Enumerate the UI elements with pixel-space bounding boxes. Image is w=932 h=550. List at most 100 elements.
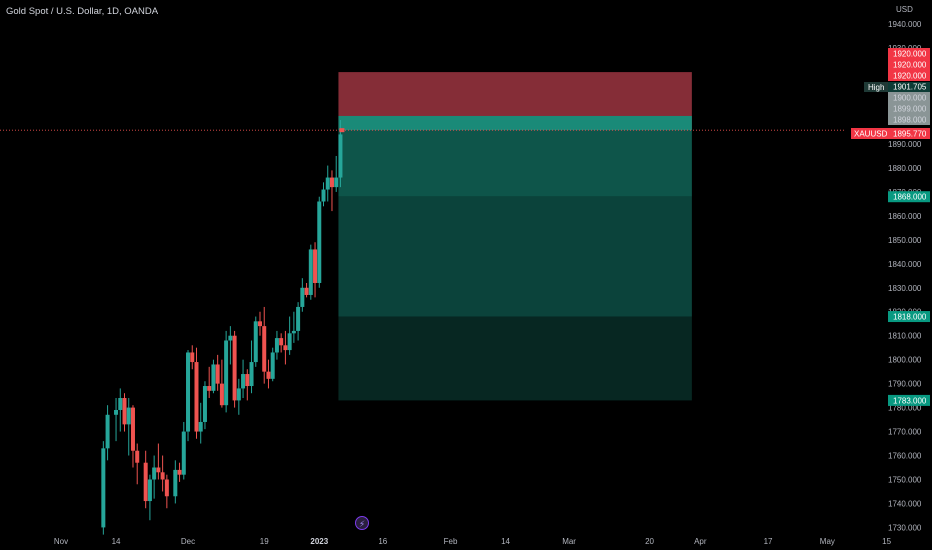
y-tick-label-1830: 1830.000 — [888, 284, 922, 293]
candle-body-16 — [181, 431, 186, 475]
high-value-label-bg — [888, 82, 930, 92]
x-tick-label-13: 15 — [882, 537, 891, 546]
grey-level-label-2: 1898.000 — [893, 116, 927, 125]
currency-label: USD — [896, 5, 913, 14]
candle-body-0 — [101, 448, 106, 528]
chart-title: Gold Spot / U.S. Dollar, 1D, OANDA — [6, 6, 159, 17]
target-label-0-bg — [888, 191, 930, 203]
y-tick-label-1730: 1730.000 — [888, 523, 922, 532]
target-label-2-bg — [888, 394, 930, 406]
candle-body-23 — [211, 364, 216, 391]
y-tick-label-1760: 1760.000 — [888, 452, 922, 461]
target-zone-1 — [338, 130, 692, 197]
candle-body-24 — [215, 364, 220, 384]
x-tick-label-3: 19 — [260, 537, 269, 546]
x-tick-label-9: 20 — [645, 537, 654, 546]
candle-body-32 — [249, 362, 254, 387]
stop-level-label-2-bg — [888, 70, 930, 81]
candle-body-34 — [257, 321, 262, 327]
candle-body-47 — [313, 249, 318, 283]
target-zone-2 — [338, 196, 692, 317]
candle-body-30 — [241, 374, 246, 389]
candle-body-27 — [228, 335, 233, 341]
candle-body-42 — [291, 330, 296, 334]
x-tick-label-12: May — [820, 537, 835, 546]
candle-body-49 — [321, 189, 326, 202]
y-tick-label-1810: 1810.000 — [888, 332, 922, 341]
y-tick-label-1750: 1750.000 — [888, 475, 922, 484]
target-label-1-bg — [888, 311, 930, 323]
candle-body-3 — [118, 398, 123, 410]
candle-body-4 — [122, 398, 127, 425]
candle-body-53 — [338, 134, 343, 178]
candle-body-37 — [270, 352, 275, 379]
y-tick-label-1780: 1780.000 — [888, 404, 922, 413]
target-zone-3 — [338, 316, 692, 401]
y-tick-label-1770: 1770.000 — [888, 428, 922, 437]
current-symbol-bg — [851, 128, 888, 139]
candle-body-21 — [202, 386, 207, 422]
candle-body-10 — [152, 467, 157, 480]
stop-level-label-1-bg — [888, 59, 930, 70]
candle-body-8 — [143, 462, 148, 502]
candle-body-28 — [232, 335, 237, 401]
candle-body-48 — [317, 201, 322, 283]
candle-body-12 — [160, 472, 165, 480]
candle-body-52 — [334, 177, 339, 188]
current-value-label: 1895.770 — [893, 130, 927, 139]
candle-body-36 — [266, 371, 271, 379]
candle-body-19 — [194, 362, 199, 432]
candle-body-38 — [274, 338, 279, 353]
grey-level-label-2-bg — [888, 114, 930, 125]
target-label-0: 1868.000 — [893, 193, 927, 202]
candle-body-22 — [207, 386, 212, 391]
candle-body-15 — [177, 469, 182, 475]
candle-body-43 — [296, 306, 301, 331]
y-tick-label-1860: 1860.000 — [888, 212, 922, 221]
candle-body-33 — [253, 321, 258, 363]
high-tag-bg — [864, 82, 888, 92]
y-tick-label-1940: 1940.000 — [888, 20, 922, 29]
y-tick-label-1850: 1850.000 — [888, 236, 922, 245]
x-tick-label-2: Dec — [181, 537, 195, 546]
candle-body-51 — [329, 177, 334, 188]
candle-body-46 — [308, 249, 313, 295]
candle-body-35 — [262, 326, 267, 372]
x-tick-label-8: Mar — [562, 537, 576, 546]
stop-level-label-0: 1920.000 — [893, 50, 927, 59]
candle-body-13 — [164, 479, 169, 497]
x-tick-label-0: Nov — [54, 537, 68, 546]
candle-body-20 — [198, 421, 203, 432]
candle-body-1 — [105, 414, 110, 449]
candle-body-26 — [224, 340, 229, 406]
grey-level-label-0-bg — [888, 92, 930, 103]
candle-body-29 — [236, 388, 241, 401]
x-tick-label-11: 17 — [764, 537, 773, 546]
stop-level-label-1: 1920.000 — [893, 61, 927, 70]
candle-body-45 — [304, 287, 309, 295]
current-symbol-label: XAUUSD — [854, 130, 888, 139]
candle-body-14 — [173, 469, 178, 497]
grey-level-label-0: 1900.000 — [893, 94, 927, 103]
candle-body-50 — [325, 177, 330, 190]
candle-body-6 — [130, 407, 135, 451]
candle-body-18 — [190, 352, 195, 363]
stop-level-label-0-bg — [888, 48, 930, 59]
x-tick-label-4: 2023 — [310, 537, 328, 546]
grey-level-label-1: 1899.000 — [893, 105, 927, 114]
candle-body-7 — [135, 450, 140, 463]
high-label: High — [868, 83, 884, 92]
entry-band — [338, 115, 692, 131]
candle-body-44 — [300, 287, 305, 307]
high-value-label: 1901.705 — [893, 83, 927, 92]
candle-body-9 — [147, 479, 152, 502]
stop-level-label-2: 1920.000 — [893, 72, 927, 81]
grey-level-label-1-bg — [888, 103, 930, 114]
y-tick-label-1880: 1880.000 — [888, 164, 922, 173]
x-tick-label-1: 14 — [112, 537, 121, 546]
x-tick-label-5: 16 — [378, 537, 387, 546]
candle-body-2 — [114, 409, 119, 415]
target-label-2: 1783.000 — [893, 396, 927, 405]
lightning-bolt-icon[interactable]: ⚡ — [355, 516, 369, 530]
